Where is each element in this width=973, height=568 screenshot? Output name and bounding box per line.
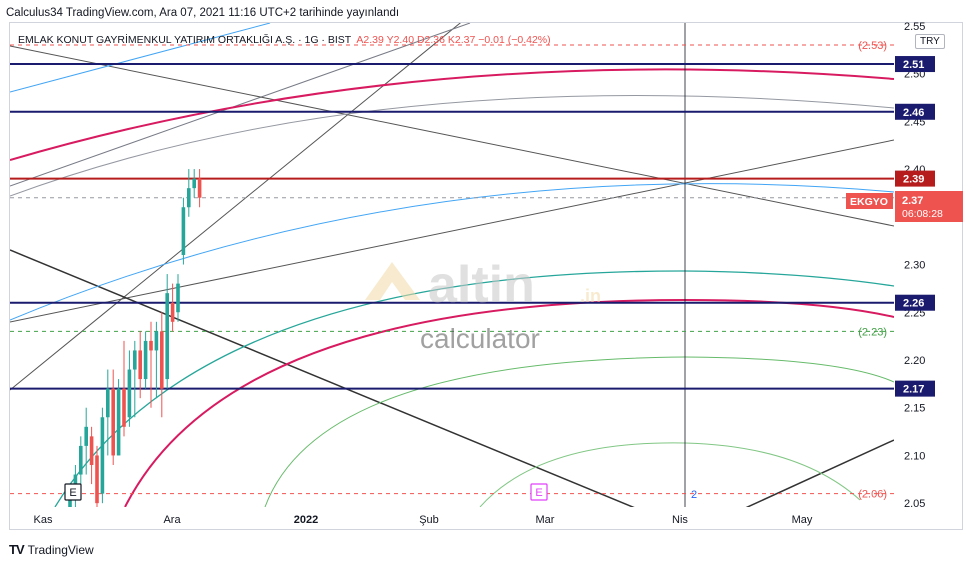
y-tick-label: 2.15 xyxy=(904,403,925,415)
candle-body[interactable] xyxy=(149,340,153,351)
level-price-tag xyxy=(895,56,935,73)
candle-body[interactable] xyxy=(197,178,202,198)
candle-body[interactable] xyxy=(143,340,148,380)
candle-body[interactable] xyxy=(187,188,191,208)
level-price-label: 2.26 xyxy=(903,298,924,310)
candle-body[interactable] xyxy=(106,388,110,418)
y-tick-label: 2.05 xyxy=(904,498,925,510)
last-price-value: 2.37 xyxy=(902,195,923,207)
candle-body[interactable] xyxy=(192,178,196,189)
symbol-name: EMLAK KONUT GAYRİMENKUL YATIRIM ORTAKLIĞ… xyxy=(18,34,352,46)
watermark-brand-suffix: .in xyxy=(580,286,601,306)
y-tick-label: 2.20 xyxy=(904,355,925,367)
trendline-blue xyxy=(10,23,271,93)
level-price-label: 2.39 xyxy=(903,174,924,186)
footer-brand[interactable]: TV TradingView xyxy=(9,542,94,557)
x-tick-label: Kas xyxy=(34,514,53,526)
footer-brand-label: TradingView xyxy=(27,542,94,557)
currency-badge[interactable]: TRY xyxy=(915,34,945,49)
event-marker-e-1[interactable]: E xyxy=(64,483,82,501)
x-tick-label: Ara xyxy=(163,514,181,526)
trendline-gray-lower xyxy=(10,139,894,323)
trendline-gray-desc xyxy=(10,45,894,227)
candle-body[interactable] xyxy=(170,302,175,322)
watermark-logo-icon xyxy=(365,262,420,300)
x-tick-label: Şub xyxy=(419,514,439,526)
candle-body[interactable] xyxy=(100,417,105,494)
candle-body[interactable] xyxy=(95,455,99,504)
level-price-tag xyxy=(895,103,935,120)
event-marker-e-2-label: E xyxy=(535,487,542,499)
y-tick-label: 2.10 xyxy=(904,450,925,462)
symbol-legend[interactable]: EMLAK KONUT GAYRİMENKUL YATIRIM ORTAKLIĞ… xyxy=(18,34,551,46)
publish-info: Calculus34 TradingView.com, Ara 07, 2021… xyxy=(6,7,400,19)
candle-body[interactable] xyxy=(89,436,94,465)
candle-body[interactable] xyxy=(176,283,180,313)
bar-countdown: 06:08:28 xyxy=(902,208,943,220)
level-price-tag xyxy=(895,170,935,187)
candle-body[interactable] xyxy=(122,388,126,427)
level-price-tag xyxy=(895,294,935,311)
candle-body[interactable] xyxy=(79,445,83,475)
candle-body[interactable] xyxy=(127,369,132,418)
trendline-steep xyxy=(10,23,461,391)
chart-frame xyxy=(9,22,963,530)
dashed-level-label: (2.53) xyxy=(858,40,887,52)
level-price-tag xyxy=(895,380,935,397)
candle-body[interactable] xyxy=(111,388,115,456)
time-axis[interactable]: Kas Ara 2022 Şub Mar Nis May xyxy=(34,514,813,526)
watermark: altin .in calculator xyxy=(365,256,601,354)
arc-gray-upper xyxy=(10,94,894,197)
x-tick-label: Mar xyxy=(536,514,555,526)
candle-body[interactable] xyxy=(181,207,186,255)
trendline-black-desc xyxy=(10,249,635,507)
tradingview-logo-icon: TV xyxy=(9,542,25,557)
arc-blue xyxy=(10,183,894,321)
last-price-tag: 2.37 06:08:28 xyxy=(895,191,963,222)
y-tick-label: 2.30 xyxy=(904,260,925,272)
ticker-tag: EKGYO xyxy=(846,193,893,209)
ticker-tag-label: EKGYO xyxy=(850,196,888,208)
candle-body[interactable] xyxy=(138,350,142,380)
arc-magenta-upper xyxy=(10,68,894,161)
candle-body[interactable] xyxy=(133,350,137,370)
arc-teal xyxy=(54,270,894,507)
trendline-gray-upper xyxy=(10,23,471,187)
candle-body[interactable] xyxy=(160,331,164,389)
event-marker-2[interactable]: 2 xyxy=(691,489,697,501)
event-marker-e-2[interactable]: E xyxy=(530,483,548,501)
level-price-label: 2.51 xyxy=(903,59,924,71)
x-tick-label: May xyxy=(792,514,813,526)
dashed-level-label: (2.23) xyxy=(858,326,887,338)
x-tick-label: 2022 xyxy=(294,514,318,526)
x-tick-label: Nis xyxy=(672,514,688,526)
candle-body[interactable] xyxy=(165,293,169,380)
candle-body[interactable] xyxy=(154,331,159,351)
dashed-level-label: (2.06) xyxy=(858,489,887,501)
level-price-label: 2.17 xyxy=(903,384,924,396)
plot-area[interactable]: altin .in calculator E E 2 xyxy=(10,15,894,522)
arc-green-mid xyxy=(264,356,894,507)
trendline-black-asc xyxy=(745,439,894,507)
price-axis[interactable]: 2.552.502.452.402.302.252.202.152.102.05 xyxy=(904,21,925,510)
watermark-sub: calculator xyxy=(420,323,540,354)
y-tick-label: 2.55 xyxy=(904,21,925,33)
arc-magenta-lower xyxy=(124,298,894,507)
event-marker-e-1-label: E xyxy=(69,487,76,499)
watermark-brand: altin xyxy=(428,256,535,314)
candle-body[interactable] xyxy=(116,388,121,456)
candle-body[interactable] xyxy=(84,426,88,446)
level-price-label: 2.46 xyxy=(903,107,924,119)
symbol-ohlc: A2.39 Y2.40 D2.36 K2.37 −0.01 (−0.42%) xyxy=(356,34,551,46)
